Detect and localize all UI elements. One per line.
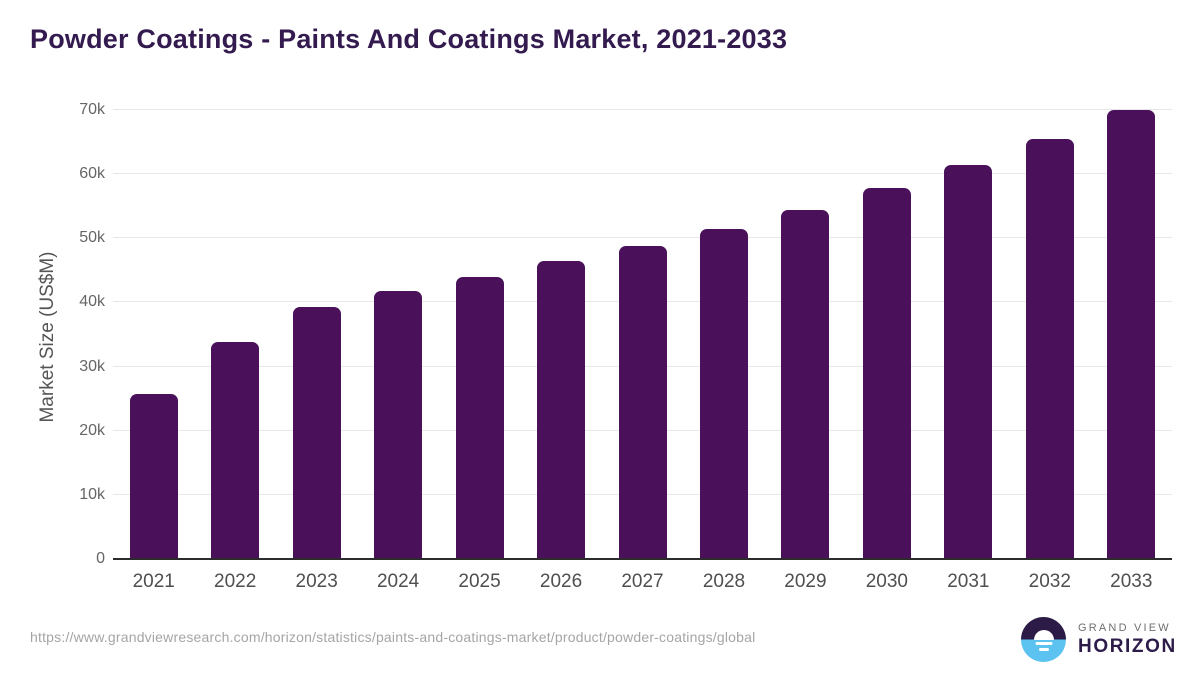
y-tick-label-50k: 50k [79, 229, 105, 247]
bar-2033[interactable] [1107, 110, 1156, 558]
y-tick-label-60k: 60k [79, 165, 105, 183]
x-tick-label-2029: 2029 [784, 571, 827, 592]
bar-2025[interactable] [455, 277, 504, 558]
reflection-line-1 [1035, 642, 1052, 645]
bar-2032[interactable] [1025, 139, 1074, 558]
bar-2030[interactable] [862, 187, 911, 558]
x-tick-label-2032: 2032 [1028, 571, 1071, 592]
y-axis-title: Market Size (US$M) [37, 251, 58, 423]
gridline-60k [113, 173, 1172, 175]
x-tick-label-2022: 2022 [214, 571, 257, 592]
y-tick-label-10k: 10k [79, 485, 105, 503]
y-tick-label-70k: 70k [79, 101, 105, 118]
x-tick-label-2026: 2026 [539, 571, 583, 592]
logo-text-block: GRAND VIEW HORIZON [1078, 622, 1177, 658]
bar-2031[interactable] [944, 164, 993, 558]
x-tick-label-2025: 2025 [458, 571, 501, 592]
x-tick-label-2024: 2024 [376, 571, 420, 592]
bar-2022[interactable] [211, 342, 260, 558]
grand-view-horizon-logo: GRAND VIEW HORIZON [1021, 617, 1177, 662]
bar-2024[interactable] [374, 290, 423, 558]
x-axis-line [113, 558, 1172, 560]
x-tick-label-2027: 2027 [621, 571, 664, 592]
logo-horizon-text: HORIZON [1078, 635, 1177, 657]
y-tick-label-40k: 40k [79, 293, 105, 311]
x-tick-label-2033: 2033 [1110, 571, 1153, 592]
bar-2023[interactable] [292, 306, 341, 558]
reflection-line-2 [1038, 648, 1049, 651]
bar-2027[interactable] [618, 246, 667, 558]
bar-2026[interactable] [537, 261, 586, 558]
bar-2029[interactable] [781, 210, 830, 558]
x-tick-label-2030: 2030 [865, 571, 909, 592]
plot-area [113, 109, 1172, 560]
chart-title: Powder Coatings - Paints And Coatings Ma… [30, 24, 788, 54]
x-tick-label-2023: 2023 [295, 571, 338, 592]
x-tick-label-2021: 2021 [132, 571, 175, 592]
sun-dome-shape [1033, 629, 1054, 640]
gridline-50k [113, 237, 1172, 239]
horizon-sun-icon [1021, 617, 1066, 662]
logo-grand-view-text: GRAND VIEW [1078, 621, 1171, 634]
source-url: https://www.grandviewresearch.com/horizo… [30, 629, 756, 645]
x-tick-label-2031: 2031 [947, 571, 990, 592]
bar-2021[interactable] [129, 394, 178, 558]
y-tick-label-20k: 20k [79, 421, 105, 439]
y-tick-label-30k: 30k [79, 357, 105, 375]
y-tick-label-0: 0 [96, 550, 105, 567]
x-tick-label-2028: 2028 [702, 571, 746, 592]
gridline-70k [113, 109, 1172, 110]
bar-2028[interactable] [699, 228, 748, 558]
